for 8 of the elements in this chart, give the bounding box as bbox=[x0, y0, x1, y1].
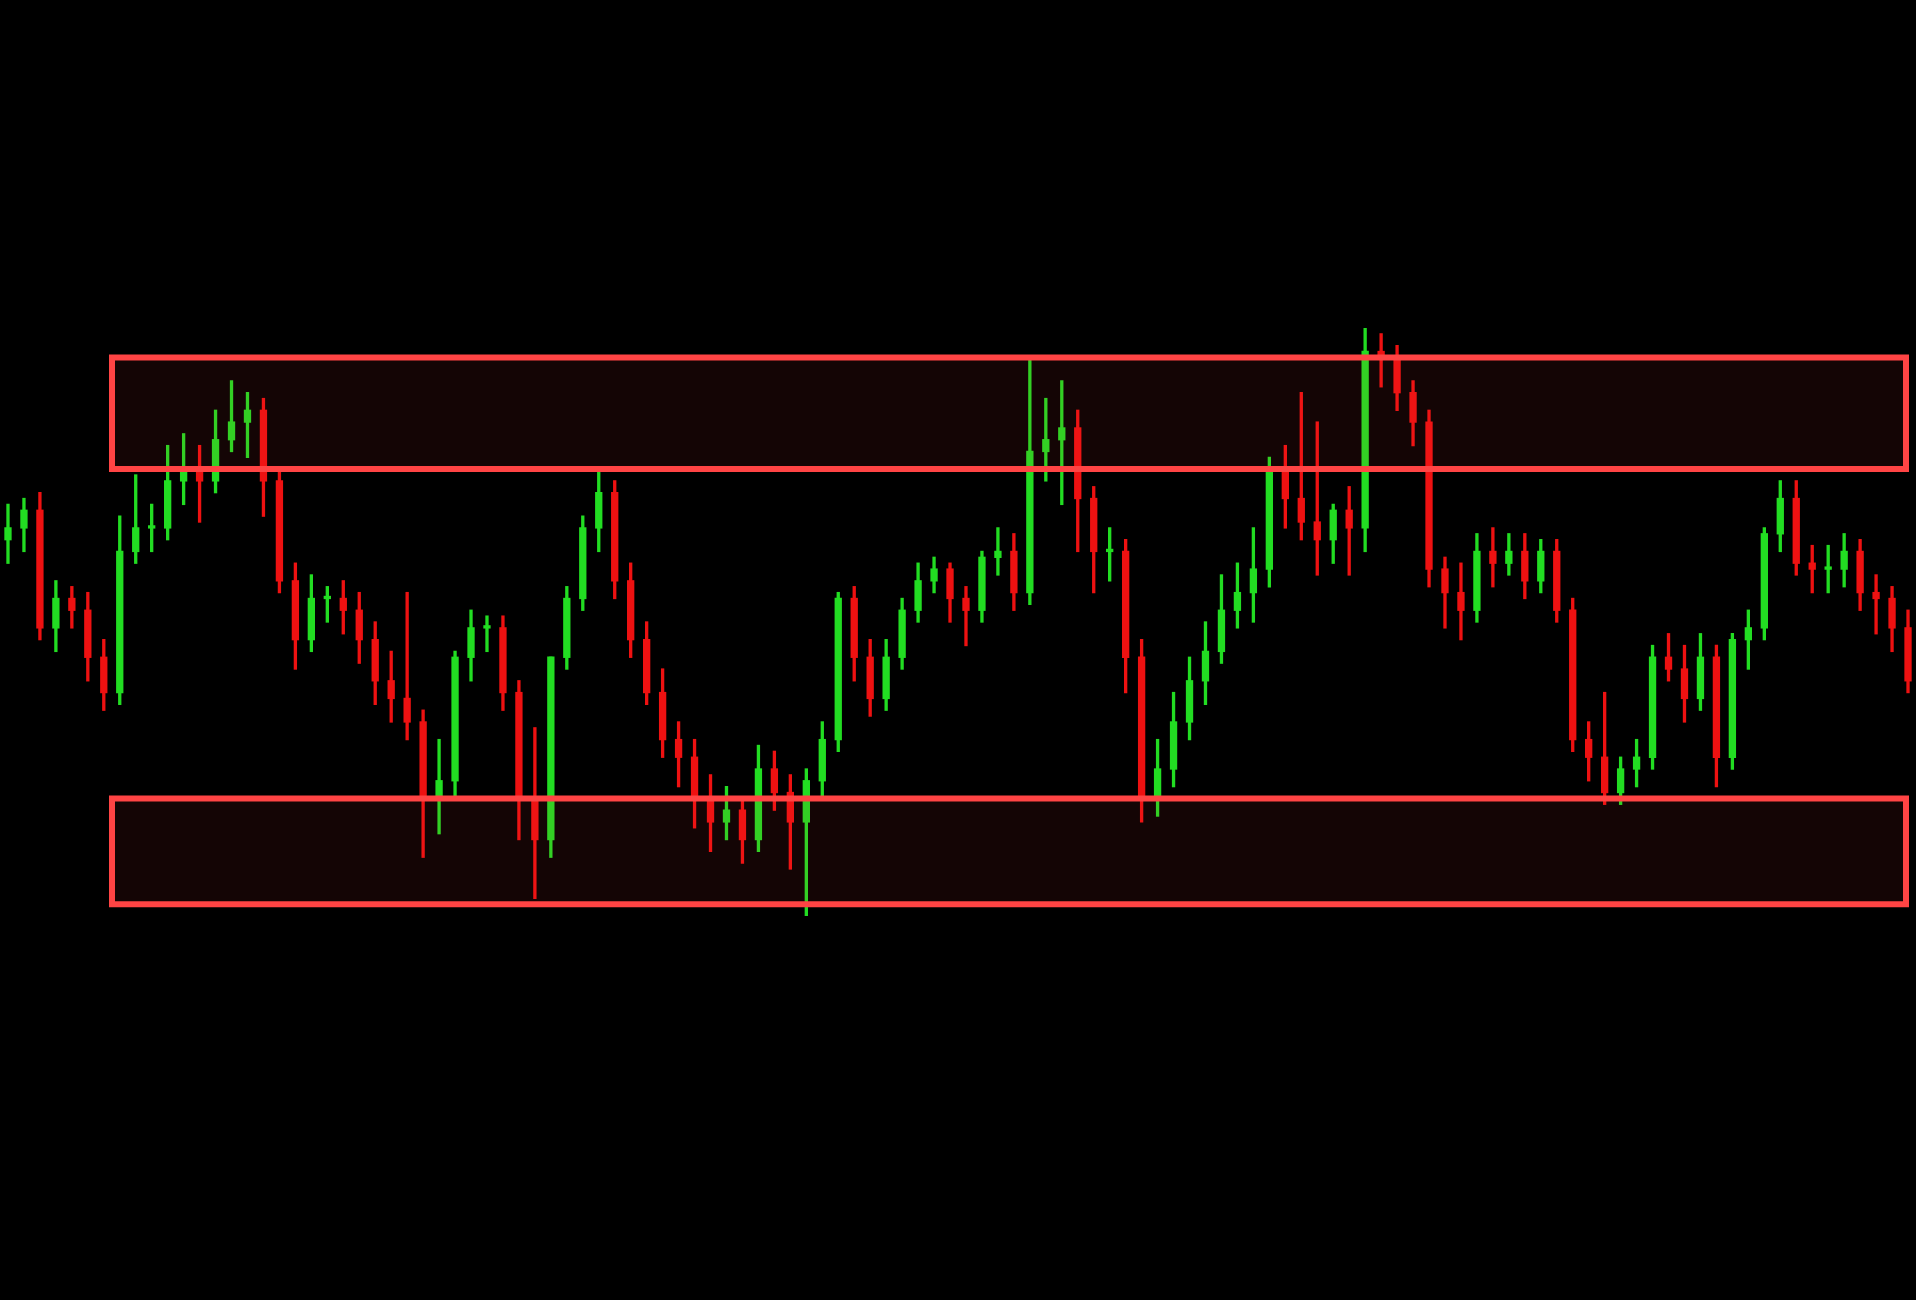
candlestick bbox=[994, 527, 1002, 576]
candlestick bbox=[4, 503, 12, 564]
candlestick bbox=[962, 586, 970, 647]
candlestick bbox=[483, 615, 491, 653]
candlestick bbox=[1489, 527, 1497, 588]
candlestick bbox=[403, 591, 411, 741]
candlestick bbox=[1872, 574, 1880, 635]
candlestick bbox=[1457, 562, 1465, 641]
